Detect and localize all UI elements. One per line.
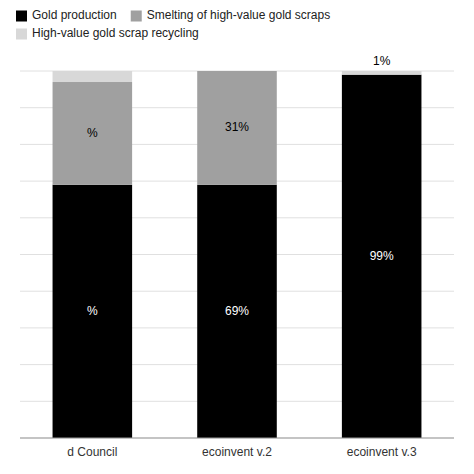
chart: Gold production Smelting of high-value go… <box>0 0 474 474</box>
bar-segment <box>197 71 277 185</box>
bar-segment <box>53 71 133 82</box>
data-label: 1% <box>373 54 391 68</box>
data-label: 69% <box>225 304 249 318</box>
legend-label: Smelting of high-value gold scraps <box>147 8 330 22</box>
bar-segment <box>53 82 133 185</box>
grid <box>20 71 454 438</box>
bar-segment <box>342 75 422 438</box>
x-tick-label: ecoinvent v.2 <box>202 445 272 459</box>
bar-segment <box>197 71 277 72</box>
legend-item: Smelting of high-value gold scraps <box>131 8 330 22</box>
x-tick-label: d Council <box>67 445 117 459</box>
legend-label: Gold production <box>32 8 117 22</box>
x-axis-line <box>20 438 454 439</box>
legend: Gold production Smelting of high-value go… <box>16 8 330 40</box>
data-label: % <box>87 126 98 140</box>
bars <box>53 71 422 438</box>
legend-swatch <box>16 29 27 40</box>
legend-label: High-value gold scrap recycling <box>32 26 199 40</box>
data-label: % <box>87 304 98 318</box>
data-labels: % 69% 99%% 31% 1% <box>87 54 394 317</box>
legend-swatch <box>16 11 27 22</box>
legend-item: Gold production <box>16 8 117 22</box>
grid-line <box>20 438 454 439</box>
bar-segment <box>197 185 277 438</box>
data-label: 99% <box>370 249 394 263</box>
legend-item: High-value gold scrap recycling <box>16 26 199 40</box>
legend-swatch <box>131 11 142 22</box>
x-tick-label: ecoinvent v.3 <box>347 445 417 459</box>
bar-segment <box>342 71 422 75</box>
bar-segment <box>53 185 133 438</box>
data-label: 31% <box>225 120 249 134</box>
